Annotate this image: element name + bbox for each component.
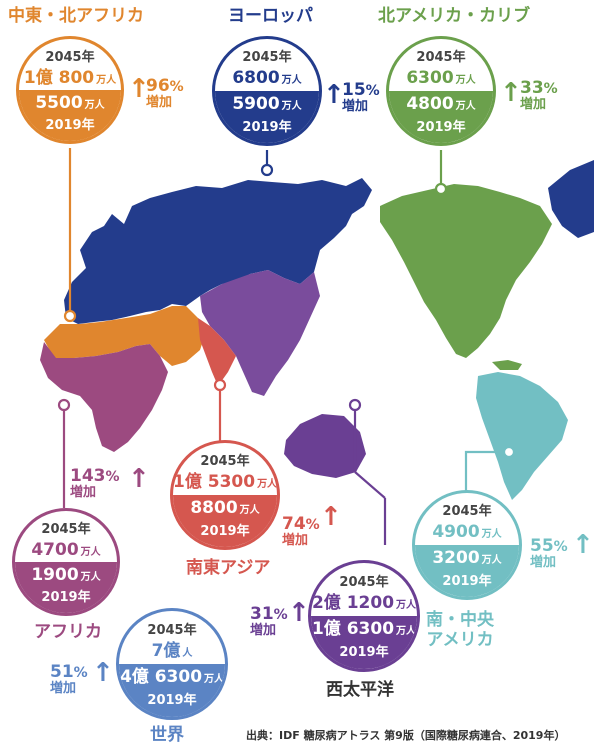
region-shape-wp-australia [284,414,366,478]
connector-dot-sea [213,378,227,392]
value-2019: 4億 6300 万人 [119,667,225,688]
region-shape-sacaa [476,372,568,500]
up-arrow-icon: ↑ [320,502,342,532]
stat-circle-nac: 2045年 6300 万人 4800 万人 2019年 [386,36,496,146]
up-arrow-icon: ↑ [323,80,345,110]
value-2045: 4900 万人 [432,522,502,543]
region-shape-nac [380,184,552,358]
region-shape-sea [198,318,236,386]
year-2019-label: 2019年 [200,523,250,539]
value-2045: 4700 万人 [31,539,101,560]
connector-dot-africa [57,398,71,412]
value-2045: 1億 5300 万人 [173,472,278,493]
value-2019: 3200 万人 [432,548,502,569]
region-shape-wp-asia [200,270,320,396]
year-2019-label: 2019年 [442,573,492,589]
year-2045-label: 2045年 [242,50,292,66]
value-2045: 6300 万人 [406,68,476,89]
year-2019-label: 2019年 [41,589,91,605]
connector-dot-europe [260,163,274,177]
growth-sea: 74% 増加 [282,514,320,548]
stat-circle-wp: 2045年 2億 1200 万人 1億 6300 万人 2019年 [308,560,420,672]
region-label-europe: ヨーロッパ [228,6,313,26]
region-label-sacaa: 南・中央 アメリカ [426,610,494,651]
year-2019-label: 2019年 [242,119,292,135]
growth-wp: 31% 増加 [250,604,288,638]
up-arrow-icon: ↑ [288,598,310,628]
year-2019-label: 2019年 [339,645,389,661]
growth-mena: 96% 増加 [146,76,184,110]
value-2019: 5500 万人 [35,93,105,114]
region-label-nac: 北アメリカ・カリブ [378,6,531,26]
stat-circle-world: 2045年 7億人 4億 6300 万人 2019年 [116,608,228,720]
region-shape-greenland [548,160,594,238]
stat-circle-sacaa: 2045年 4900 万人 3200 万人 2019年 [412,490,522,600]
source-citation: 出典：IDF 糖尿病アトラス 第9版（国際糖尿病連合、2019年） [246,729,566,742]
up-arrow-icon: ↑ [500,78,522,108]
value-2045: 6800 万人 [232,68,302,89]
region-label-wp: 西太平洋 [326,680,394,700]
region-label-world: 世界 [150,725,184,745]
value-2045: 7億人 [151,640,193,661]
connector-dot-wp [348,398,362,412]
growth-world: 51% 増加 [50,662,88,696]
year-2045-label: 2045年 [41,522,91,538]
stat-circle-sea: 2045年 1億 5300 万人 8800 万人 2019年 [170,440,280,550]
stat-circle-africa: 2045年 4700 万人 1900 万人 2019年 [12,508,120,616]
growth-nac: 33% 増加 [520,78,558,112]
region-label-sea: 南東アジア [186,558,271,578]
year-2045-label: 2045年 [339,574,389,590]
up-arrow-icon: ↑ [128,464,150,494]
region-label-africa: アフリカ [34,622,102,642]
stat-circle-europe: 2045年 6800 万人 5900 万人 2019年 [212,36,322,146]
year-2045-label: 2045年 [442,504,492,520]
up-arrow-icon: ↑ [92,658,114,688]
year-2019-label: 2019年 [147,693,197,709]
connector-dot-nac [434,182,448,196]
value-2019: 8800 万人 [190,498,260,519]
value-2045: 2億 1200 万人 [311,592,417,613]
value-2019: 4800 万人 [406,94,476,115]
stat-circle-mena: 2045年 1億 800 万人 5500 万人 2019年 [16,36,124,144]
region-shape-africa [40,342,168,452]
connector-dot-mena [63,309,77,323]
region-shape-europe [64,178,372,324]
connector-wp-2 [354,471,386,499]
growth-europe: 15% 増加 [342,80,380,114]
value-2019: 1億 6300 万人 [311,619,417,640]
year-2019-label: 2019年 [416,119,466,135]
region-shape-mena [44,306,206,366]
year-2045-label: 2045年 [416,50,466,66]
value-2019: 1900 万人 [31,565,101,586]
region-label-mena: 中東・北アフリカ [8,6,144,26]
value-2045: 1億 800 万人 [23,67,117,88]
value-2019: 5900 万人 [232,94,302,115]
up-arrow-icon: ↑ [128,74,150,104]
region-shape-caribbean [492,360,522,370]
up-arrow-icon: ↑ [572,530,594,560]
year-2019-label: 2019年 [45,117,95,133]
growth-sacaa: 55% 増加 [530,536,568,570]
connector-sacaa [464,450,504,492]
year-2045-label: 2045年 [200,454,250,470]
year-2045-label: 2045年 [45,50,95,66]
connector-dot-sacaa [502,445,516,459]
growth-africa: 143% 増加 [70,466,120,500]
year-2045-label: 2045年 [147,622,197,638]
